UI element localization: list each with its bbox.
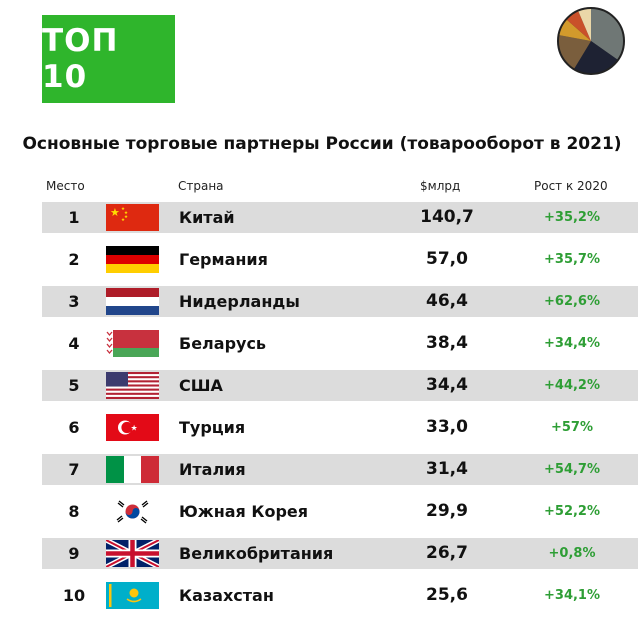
table-row: 7 Италия 31,4 +54,7% [42,454,638,485]
turkey-flag-icon: ★ [106,414,159,441]
uk-flag-icon [106,540,159,567]
value-cell: 140,7 [420,207,474,227]
svg-text:★: ★ [124,210,128,216]
table-row: 5 США 34,4 +44,2% [42,370,638,401]
value-cell: 46,4 [426,291,468,311]
rank-cell: 9 [68,544,80,563]
table-row: 6 ★ Турция 33,0 +57% [42,412,638,443]
rank-cell: 6 [68,418,80,437]
value-cell: 26,7 [426,543,468,563]
table-row: 4 Беларусь 38,4 +34,4% [42,328,638,359]
table-row: 3 Нидерланды 46,4 +62,6% [42,286,638,317]
svg-text:★: ★ [110,206,120,219]
country-cell: Германия [179,250,268,269]
rank-cell: 1 [68,208,80,227]
svg-text:★: ★ [124,214,128,220]
growth-cell: +62,6% [544,294,600,309]
table-title: Основные торговые партнеры России (товар… [22,134,622,154]
table-row: 9 Великобритания 26,7 +0,8% [42,538,638,569]
country-cell: Турция [179,418,246,437]
country-cell: Великобритания [179,544,334,563]
south-korea-flag-icon [106,498,159,525]
rank-cell: 7 [68,460,80,479]
growth-cell: +44,2% [544,378,600,393]
country-cell: Китай [179,208,235,227]
header-rank: Место [46,179,85,193]
header-country: Страна [178,179,224,193]
value-cell: 57,0 [426,249,468,269]
rank-cell: 4 [68,334,80,353]
country-cell: Казахстан [179,586,274,605]
svg-text:★: ★ [121,217,125,223]
growth-cell: +35,2% [544,210,600,225]
table-row: 2 Германия 57,0 +35,7% [42,244,638,275]
value-cell: 31,4 [426,459,468,479]
belarus-flag-icon [106,330,159,357]
rank-cell: 10 [62,586,86,605]
country-cell: Нидерланды [179,292,300,311]
rank-cell: 2 [68,250,80,269]
growth-cell: +34,4% [544,336,600,351]
germany-flag-icon [106,246,159,273]
china-flag-icon: ★ ★ ★ ★ ★ [106,204,159,231]
rank-cell: 5 [68,376,80,395]
header-growth: Рост к 2020 [534,179,608,193]
header-value: $млрд [420,179,461,193]
usa-flag-icon [106,372,159,399]
netherlands-flag-icon [106,288,159,315]
svg-text:★: ★ [121,206,125,212]
top10-badge: ТОП 10 [42,15,175,103]
svg-text:★: ★ [131,424,138,433]
value-cell: 25,6 [426,585,468,605]
value-cell: 38,4 [426,333,468,353]
growth-cell: +35,7% [544,252,600,267]
table-row: 8 Южная Корея 29,9 +52,2% [42,496,638,527]
country-cell: Беларусь [179,334,267,353]
growth-cell: +57% [550,420,593,435]
country-cell: Южная Корея [179,502,309,521]
rank-cell: 3 [68,292,80,311]
country-cell: Италия [179,460,246,479]
value-cell: 29,9 [426,501,468,521]
rank-cell: 8 [68,502,80,521]
growth-cell: +52,2% [544,504,600,519]
growth-cell: +34,1% [544,588,600,603]
pie-chart-icon [557,7,625,75]
value-cell: 33,0 [426,417,468,437]
country-cell: США [179,376,223,395]
value-cell: 34,4 [426,375,468,395]
table-row: 10 Казахстан 25,6 +34,1% [42,580,638,611]
kazakhstan-flag-icon [106,582,159,609]
table-row: 1 ★ ★ ★ ★ ★ Китай 140,7 +35,2% [42,202,638,233]
growth-cell: +0,8% [548,546,596,561]
growth-cell: +54,7% [544,462,600,477]
italy-flag-icon [106,456,159,483]
